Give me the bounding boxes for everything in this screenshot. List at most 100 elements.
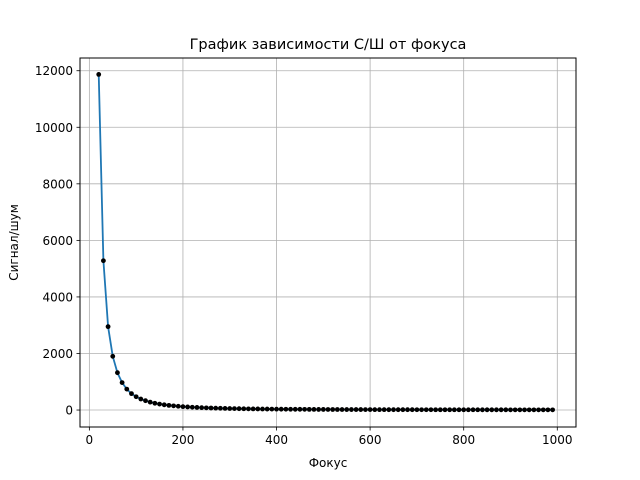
- data-point: [522, 407, 527, 413]
- data-point: [423, 407, 429, 413]
- data-point: [227, 406, 233, 411]
- data-point: [494, 407, 499, 413]
- data-point: [409, 407, 415, 413]
- x-tick-label: 1000: [542, 433, 573, 447]
- data-point: [180, 404, 186, 410]
- y-axis-label: Сигнал/шум: [7, 204, 21, 281]
- data-point: [316, 407, 322, 412]
- data-point: [115, 370, 120, 376]
- data-point: [320, 407, 326, 412]
- data-point: [372, 407, 378, 413]
- grid-lines: [80, 58, 576, 427]
- data-point: [395, 407, 401, 413]
- data-point: [363, 407, 368, 413]
- data-point: [536, 407, 541, 413]
- data-point: [540, 407, 546, 413]
- axis-ticks: 0 200 400 600 800 100002000400060008000100001…: [35, 64, 573, 447]
- data-point: [250, 406, 256, 412]
- data-point: [475, 407, 481, 413]
- data-point: [236, 406, 242, 412]
- data-point: [110, 353, 116, 359]
- data-point: [381, 407, 387, 413]
- data-point: [246, 406, 251, 412]
- y-tick-label: 2000: [42, 347, 73, 361]
- data-point: [405, 407, 410, 413]
- data-point: [306, 406, 312, 412]
- y-tick-label: 12000: [35, 64, 73, 78]
- data-point: [367, 407, 373, 413]
- data-point: [101, 258, 106, 264]
- x-tick-label: 600: [359, 433, 382, 447]
- data-point: [255, 406, 261, 412]
- data-point: [344, 407, 350, 412]
- data-point: [442, 407, 448, 413]
- y-tick-label: 4000: [42, 290, 73, 304]
- data-point: [302, 406, 307, 412]
- data-point: [377, 407, 382, 413]
- data-point: [283, 406, 289, 412]
- data-point: [194, 405, 200, 410]
- data-point: [400, 407, 406, 413]
- y-tick-label: 0: [65, 404, 73, 418]
- data-point: [119, 380, 125, 386]
- data-point: [456, 407, 462, 413]
- data-point: [175, 403, 181, 409]
- data-point: [199, 405, 205, 411]
- data-point: [545, 407, 551, 413]
- data-point: [278, 406, 284, 412]
- data-point: [414, 407, 420, 413]
- data-point: [171, 403, 176, 409]
- data-point: [550, 407, 555, 413]
- data-point: [241, 406, 247, 412]
- data-point: [334, 407, 340, 412]
- x-tick-label: 0: [86, 433, 94, 447]
- data-point: [512, 407, 518, 413]
- data-point: [133, 394, 139, 400]
- data-point: [353, 407, 359, 412]
- data-point: [208, 405, 214, 411]
- data-point: [465, 407, 471, 413]
- data-series: [96, 72, 555, 413]
- data-point: [105, 324, 111, 330]
- data-point: [349, 407, 354, 412]
- data-point: [143, 398, 148, 404]
- data-point: [447, 407, 453, 413]
- x-tick-label: 400: [265, 433, 288, 447]
- data-point: [260, 406, 265, 412]
- data-point: [213, 405, 219, 411]
- data-point: [461, 407, 467, 413]
- data-point: [297, 406, 303, 412]
- data-point: [526, 407, 532, 413]
- data-point: [288, 406, 293, 412]
- data-point: [124, 386, 130, 392]
- data-point: [311, 407, 317, 412]
- data-point: [470, 407, 476, 413]
- y-tick-label: 10000: [35, 121, 73, 135]
- data-point: [264, 406, 270, 412]
- data-point: [189, 404, 195, 410]
- data-point: [292, 406, 298, 412]
- data-point: [508, 407, 513, 413]
- x-tick-label: 200: [171, 433, 194, 447]
- y-tick-label: 8000: [42, 177, 73, 191]
- data-point: [489, 407, 495, 413]
- data-point: [428, 407, 434, 413]
- data-point: [325, 407, 331, 412]
- data-point: [217, 405, 223, 411]
- data-point: [222, 405, 228, 411]
- data-point: [484, 407, 490, 413]
- data-point: [433, 407, 439, 413]
- data-point: [437, 407, 443, 413]
- data-point: [152, 400, 158, 406]
- data-point: [451, 407, 457, 413]
- data-point: [232, 406, 237, 411]
- data-point: [498, 407, 504, 413]
- data-point: [419, 407, 424, 413]
- data-point: [269, 406, 275, 412]
- data-point: [531, 407, 537, 413]
- plot-frame: [79, 57, 577, 428]
- data-point: [157, 401, 162, 407]
- data-point: [274, 406, 279, 412]
- data-point: [480, 407, 485, 413]
